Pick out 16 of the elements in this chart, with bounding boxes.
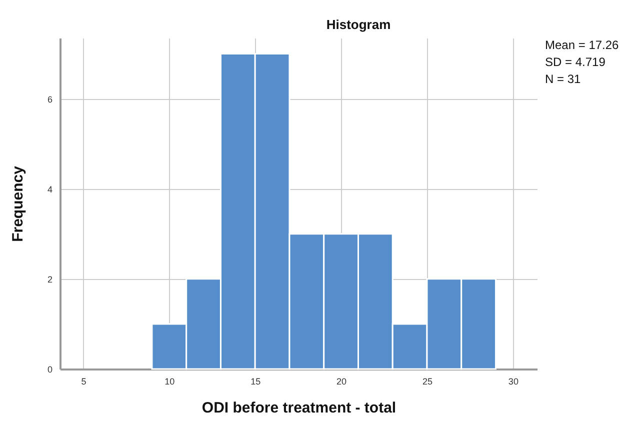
y-axis-title: Frequency: [9, 165, 26, 242]
text: SD = 4.719: [545, 55, 606, 69]
x-axis-title: ODI before treatment - total: [202, 400, 396, 416]
text: Mean = 17.26: [545, 38, 620, 52]
y-tick-label: 6: [47, 94, 52, 104]
x-tick-label: 20: [336, 376, 347, 386]
chart-title: Histogram: [326, 17, 391, 32]
y-tick-label: 2: [47, 274, 52, 284]
y-tick-label: 0: [47, 364, 52, 374]
text: N = 31: [545, 72, 582, 86]
x-tick-label: 30: [508, 376, 518, 386]
x-tick-label: 25: [422, 376, 432, 386]
x-tick-label: 5: [81, 376, 86, 386]
x-tick-label: 10: [164, 376, 175, 386]
x-tick-label: 15: [250, 376, 261, 386]
y-tick-label: 4: [47, 184, 52, 194]
